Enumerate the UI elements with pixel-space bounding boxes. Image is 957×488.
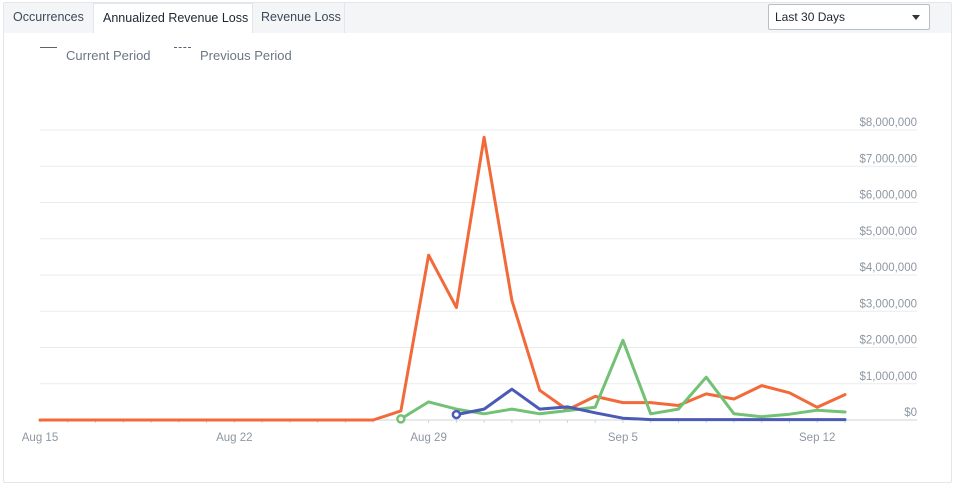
legend-solid-line-icon	[40, 47, 57, 48]
x-tick-label: Aug 15	[22, 432, 58, 444]
legend-previous-period[interactable]: Previous Period	[200, 48, 292, 63]
series-line-green[interactable]	[399, 338, 847, 421]
series-start-point-green[interactable]	[396, 414, 406, 424]
caret-down-icon	[912, 15, 920, 20]
x-tick-label: Aug 29	[410, 432, 446, 444]
y-axis: $0 $1,000,000 $2,000,000 $3,000,000 $4,000,0…	[859, 117, 917, 419]
y-tick-label: $1,000,000	[859, 371, 917, 383]
y-tick-label: $7,000,000	[859, 153, 917, 165]
y-tick-label: $5,000,000	[859, 226, 917, 238]
x-axis: Aug 15 Aug 22 Aug 29 Sep 5 Sep 12	[22, 420, 846, 444]
series-start-point-blue[interactable]	[451, 409, 462, 420]
tab-revenue-loss[interactable]: Revenue Loss	[252, 3, 345, 33]
chart-panel	[3, 2, 952, 483]
y-tick-label: $6,000,000	[859, 190, 917, 202]
y-tick-label: $4,000,000	[859, 262, 917, 274]
x-tick-label: Aug 22	[216, 432, 252, 444]
y-tick-label: $2,000,000	[859, 335, 917, 347]
y-tick-label: $3,000,000	[859, 298, 917, 310]
y-tick-label: $8,000,000	[859, 117, 917, 129]
legend-current-period[interactable]: Current Period	[66, 48, 151, 63]
y-tick-label: $0	[904, 407, 917, 419]
x-tick-label: Sep 12	[799, 432, 835, 444]
x-tick-label: Sep 5	[608, 432, 638, 444]
legend-dashed-line-icon	[174, 47, 191, 48]
series-layer	[38, 135, 847, 424]
series-line-blue[interactable]	[454, 387, 847, 422]
period-select-value: Last 30 Days	[775, 10, 846, 24]
tab-annualized-revenue-loss[interactable]: Annualized Revenue Loss	[93, 3, 253, 33]
period-select[interactable]: Last 30 Days	[768, 4, 930, 30]
series-line-orange[interactable]	[38, 135, 847, 422]
